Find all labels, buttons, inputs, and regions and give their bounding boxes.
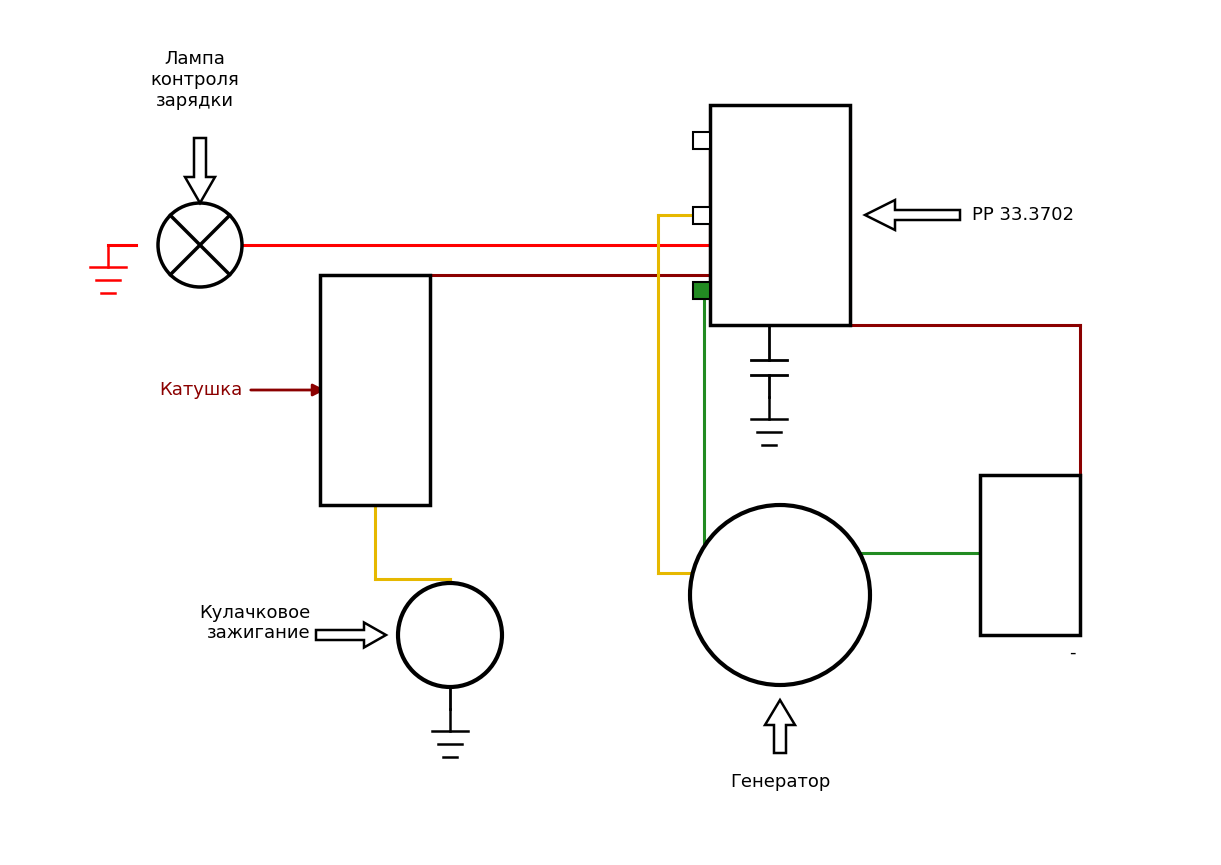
FancyArrow shape [766,700,795,753]
FancyArrow shape [186,138,215,203]
Text: +: + [735,566,747,580]
Text: +: + [995,488,1009,506]
Bar [694,281,709,298]
Text: Ш: Ш [698,566,714,580]
FancyArrow shape [864,200,960,230]
Circle shape [158,203,242,287]
Text: Генератор: Генератор [730,773,830,791]
Text: +: + [720,283,733,298]
FancyArrow shape [316,623,386,648]
Text: Ш: Ш [720,208,736,222]
Circle shape [690,505,871,685]
Text: -: - [999,604,1005,622]
Text: Катушка: Катушка [159,381,242,399]
Bar [694,131,709,149]
Text: -: - [1068,644,1076,662]
Text: РР 33.3702: РР 33.3702 [972,206,1074,224]
Bar [694,207,709,223]
Text: Лампа
контроля
зарядки: Лампа контроля зарядки [150,50,239,110]
Bar [709,105,850,325]
Text: Кулачковое
зажигание: Кулачковое зажигание [199,604,310,643]
Text: -: - [768,289,773,304]
Circle shape [398,583,502,687]
Text: лк: лк [720,132,739,148]
Bar [980,475,1081,635]
Bar [320,275,430,505]
